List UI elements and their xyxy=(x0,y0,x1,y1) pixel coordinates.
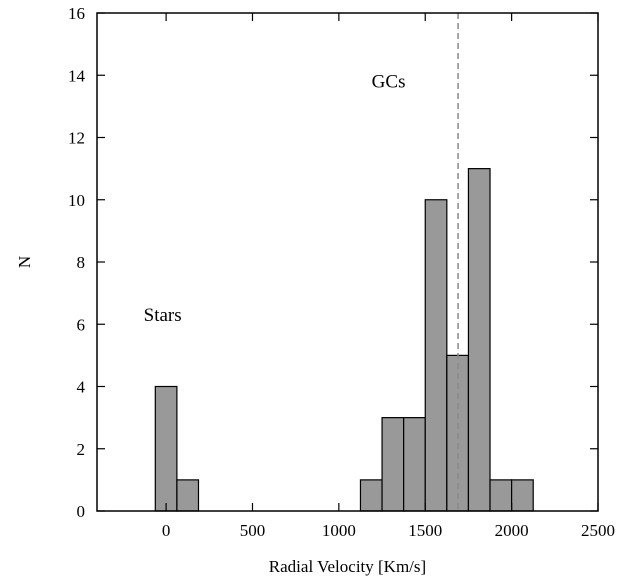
x-tick-label: 500 xyxy=(240,521,266,540)
histogram-bar xyxy=(381,417,405,512)
y-tick-label: 0 xyxy=(77,502,86,521)
annotations: Stars GCs xyxy=(144,72,406,326)
annotation-label: Stars xyxy=(144,305,182,326)
y-tick-label: 6 xyxy=(77,315,86,334)
annotation-label: GCs xyxy=(372,72,406,93)
x-axis-ticks: 0 500 1000 1500 2000 2500 xyxy=(162,13,615,540)
x-axis-title: Radial Velocity [Km/s] xyxy=(269,557,426,576)
x-tick-label: 2000 xyxy=(495,521,529,540)
y-tick-label: 2 xyxy=(77,440,86,459)
histogram-bars xyxy=(154,168,534,512)
histogram-bar xyxy=(511,479,534,512)
y-tick-label: 8 xyxy=(77,253,86,272)
y-axis-ticks: 0 2 4 6 8 10 12 14 16 xyxy=(68,4,598,521)
histogram-bar xyxy=(359,479,383,512)
y-tick-label: 14 xyxy=(68,66,86,85)
histogram-bar xyxy=(489,479,513,512)
y-tick-label: 4 xyxy=(77,378,86,397)
histogram-bar xyxy=(154,385,178,512)
histogram-bar xyxy=(176,479,200,512)
x-tick-label: 1500 xyxy=(408,521,442,540)
histogram-bar xyxy=(424,199,448,512)
y-tick-label: 10 xyxy=(68,191,85,210)
y-tick-label: 12 xyxy=(68,129,85,148)
x-tick-label: 1000 xyxy=(322,521,356,540)
y-tick-label: 16 xyxy=(68,4,85,23)
histogram-bar xyxy=(403,417,426,512)
x-tick-label: 2500 xyxy=(581,521,615,540)
x-tick-label: 0 xyxy=(162,521,171,540)
y-axis-title: N xyxy=(15,256,34,268)
histogram-bar xyxy=(467,168,491,512)
